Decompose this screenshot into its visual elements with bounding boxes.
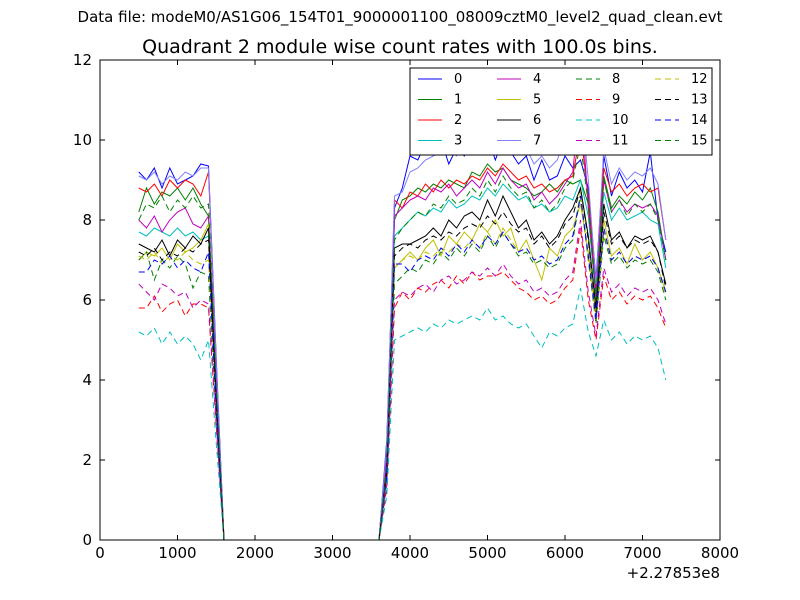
legend-label-4: 4 — [533, 72, 541, 87]
y-tick-label: 2 — [82, 451, 92, 469]
series-line-3 — [138, 178, 667, 541]
y-tick-label: 4 — [82, 371, 92, 389]
x-tick-label: 5000 — [468, 544, 506, 562]
legend-label-6: 6 — [533, 113, 541, 128]
legend-frame — [409, 67, 713, 156]
series-line-7 — [138, 95, 667, 541]
y-tick-label: 6 — [82, 291, 92, 309]
x-tick-label: 1000 — [158, 544, 196, 562]
x-offset-label: +2.27853e8 — [627, 564, 720, 582]
tick-layer: 0 1000 2000 3000 4000 5000 6000 7000 80000246810… — [73, 51, 739, 562]
series-line-15 — [138, 143, 667, 541]
series-line-11 — [138, 219, 667, 541]
y-tick-label: 10 — [73, 131, 92, 149]
chart-title: Quadrant 2 module wise count rates with … — [142, 36, 658, 58]
series-line-12 — [138, 191, 667, 541]
series-line-0 — [138, 134, 667, 541]
legend-label-3: 3 — [454, 134, 462, 149]
x-tick-label: 8000 — [701, 544, 739, 562]
legend-label-8: 8 — [612, 72, 620, 87]
y-tick-label: 0 — [82, 531, 92, 549]
y-tick-label: 8 — [82, 211, 92, 229]
legend-label-15: 15 — [691, 134, 708, 149]
series-line-8 — [138, 195, 667, 541]
x-tick-label: 2000 — [236, 544, 274, 562]
legend-label-11: 11 — [612, 134, 629, 149]
legend-label-13: 13 — [691, 93, 708, 108]
legend-label-10: 10 — [612, 113, 629, 128]
series-line-1 — [138, 163, 667, 541]
series-layer — [138, 91, 667, 541]
legend-label-2: 2 — [454, 113, 462, 128]
x-tick-label: 3000 — [313, 544, 351, 562]
legend-label-9: 9 — [612, 93, 620, 108]
x-tick-label: 4000 — [391, 544, 429, 562]
legend-label-14: 14 — [691, 113, 708, 128]
x-tick-label: 7000 — [623, 544, 661, 562]
series-line-5 — [138, 203, 667, 541]
legend-label-1: 1 — [454, 93, 462, 108]
series-line-9 — [138, 227, 667, 541]
x-tick-label: 6000 — [546, 544, 584, 562]
legend-label-7: 7 — [533, 134, 541, 149]
series-line-13 — [138, 187, 667, 541]
x-tick-label: 0 — [95, 544, 105, 562]
legend-label-5: 5 — [533, 93, 541, 108]
legend-label-0: 0 — [454, 72, 462, 87]
y-tick-label: 12 — [73, 51, 92, 69]
legend-label-12: 12 — [691, 72, 708, 87]
figure-supertitle: Data file: modeM0/AS1G06_154T01_90000011… — [77, 8, 723, 26]
